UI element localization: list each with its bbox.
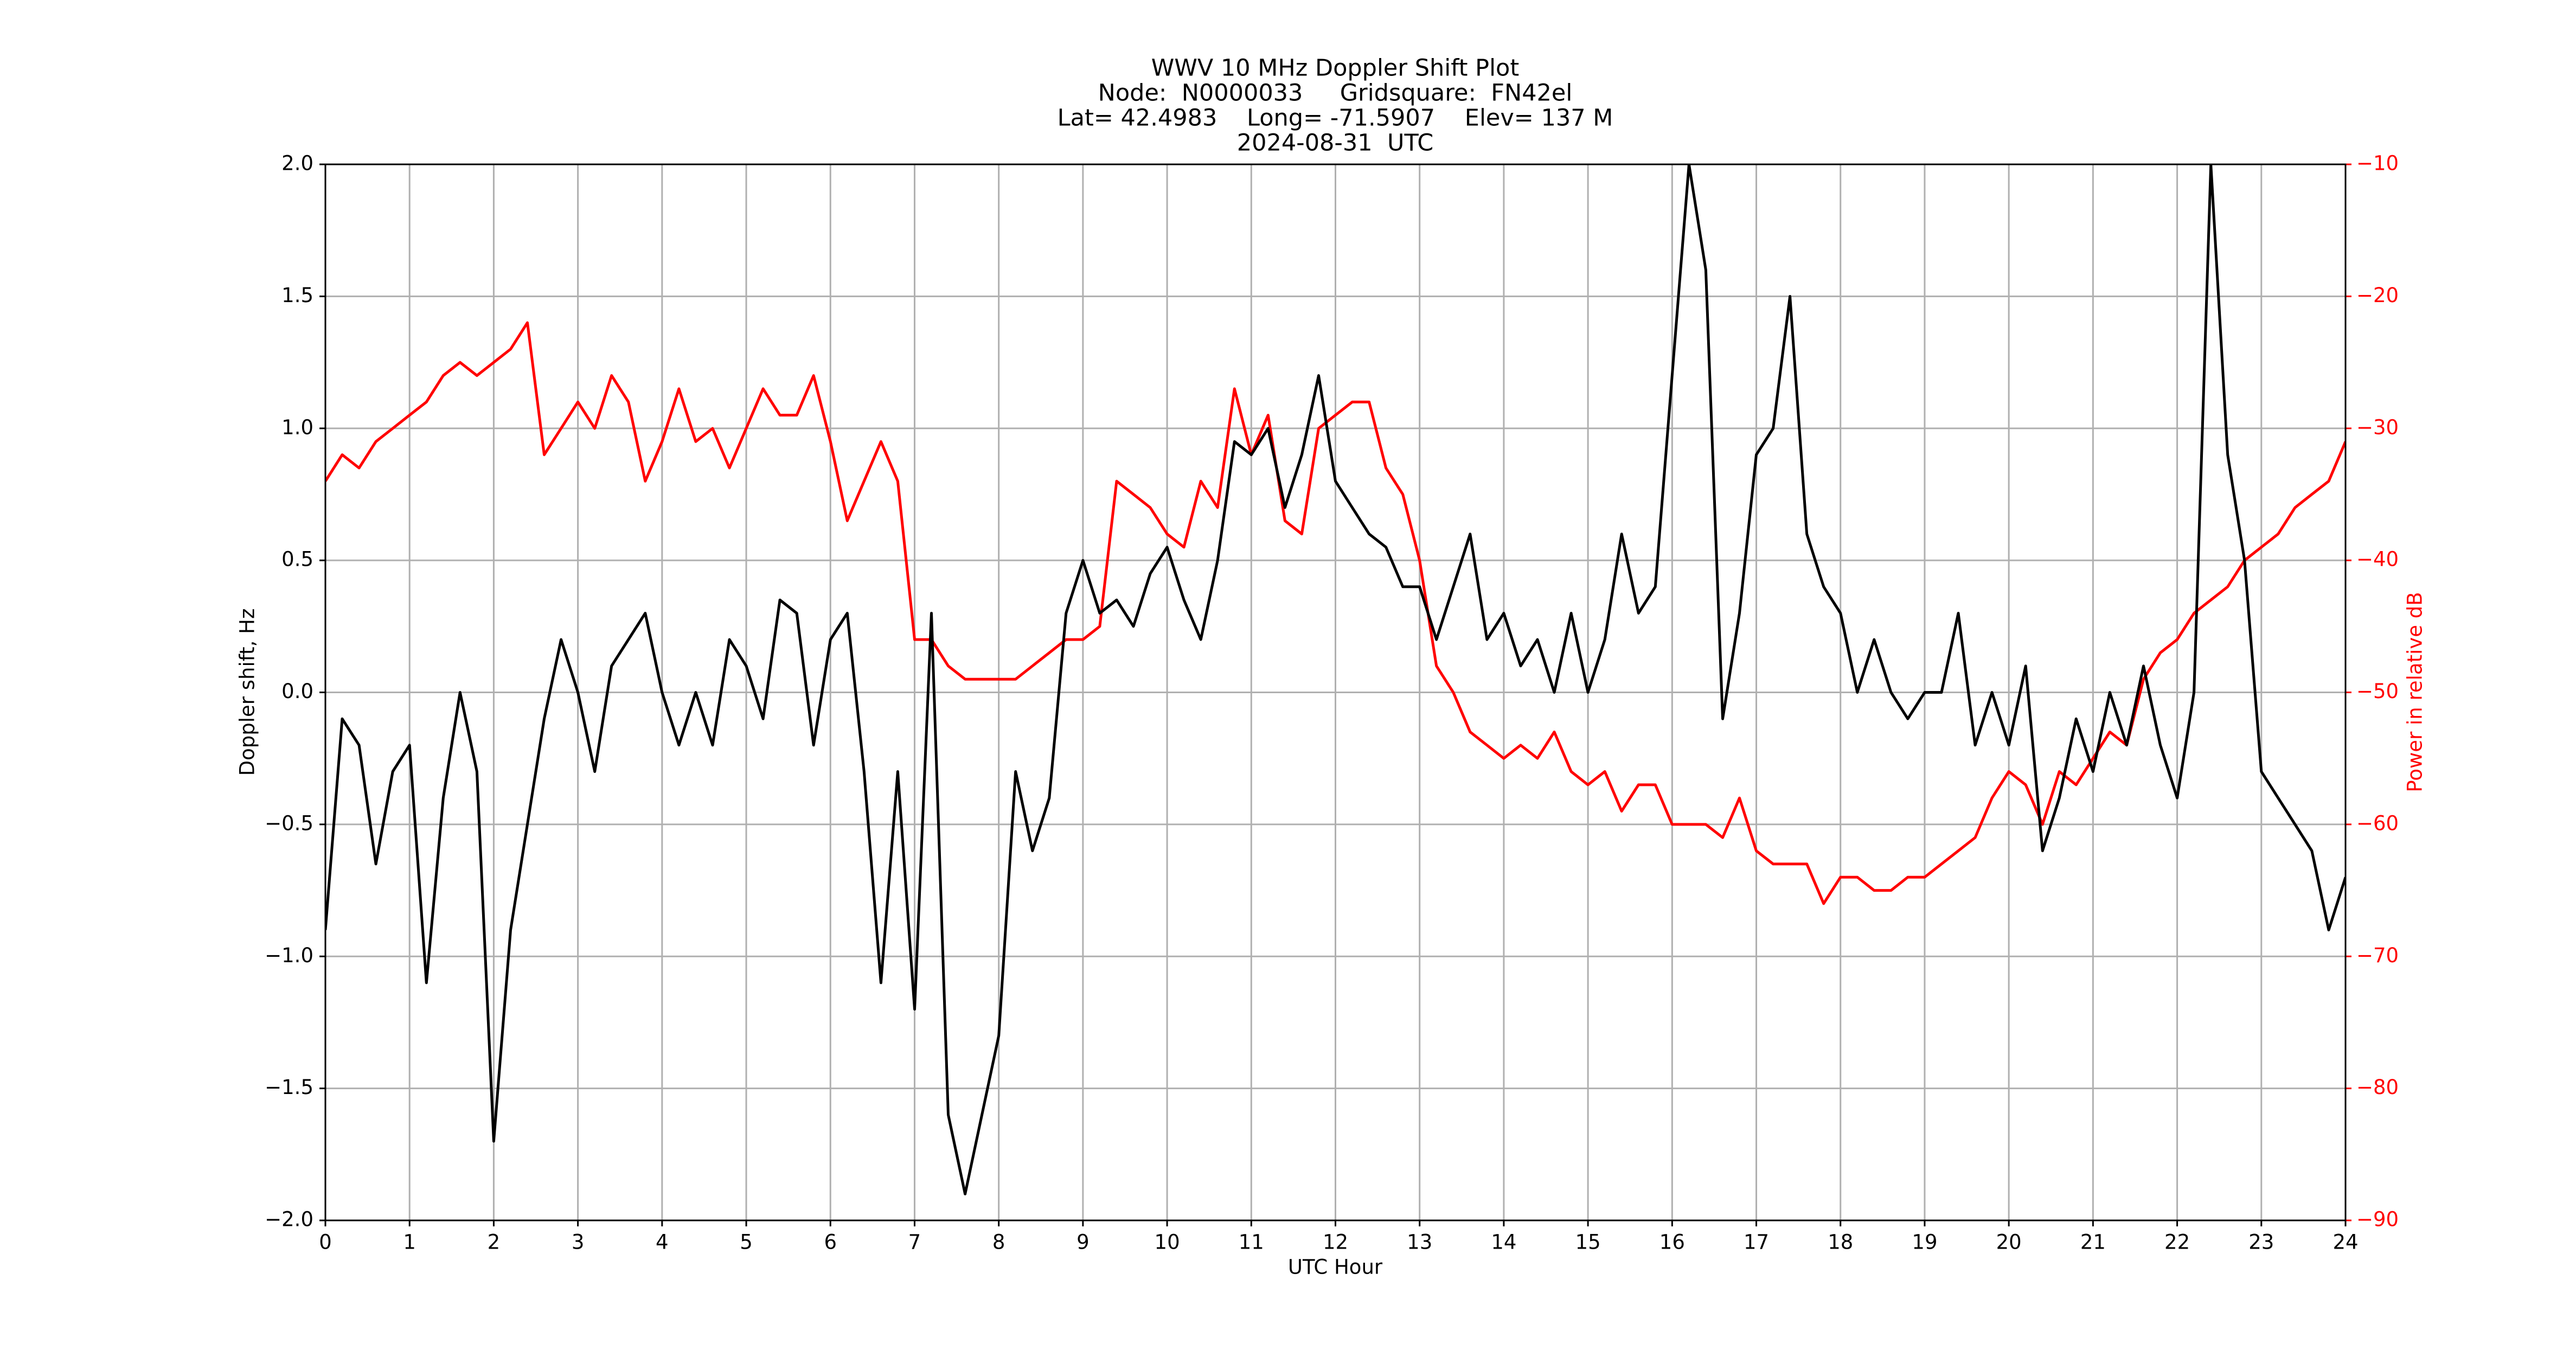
x-tick-label: 12 [1323,1231,1348,1254]
x-tick-label: 4 [656,1231,669,1254]
x-tick-label: 18 [1828,1231,1853,1254]
x-tick-label: 7 [908,1231,921,1254]
y-tick-label: −1.5 [265,1076,313,1099]
x-tick-label: 23 [2248,1231,2274,1254]
x-tick-label: 24 [2333,1231,2358,1254]
y-tick-label: 1.0 [281,415,313,439]
y2-tick-label: −60 [2356,811,2399,835]
y2-tick-label: −80 [2356,1076,2399,1099]
y2-axis-label: Power in relative dB [2404,592,2427,792]
x-tick-label: 6 [824,1231,837,1254]
chart-subtitle: Node: N0000033 Gridsquare: FN42el [1098,80,1573,107]
y2-tick-label: −20 [2356,284,2399,307]
chart-subtitle: 2024-08-31 UTC [1237,130,1433,157]
y-tick-label: −2.0 [265,1208,313,1231]
x-tick-label: 13 [1407,1231,1432,1254]
y-tick-label: 2.0 [281,152,313,175]
x-tick-label: 10 [1155,1231,1180,1254]
y2-tick-label: −30 [2356,415,2399,439]
x-tick-label: 17 [1744,1231,1769,1254]
x-tick-label: 1 [403,1231,416,1254]
chart-title: WWV 10 MHz Doppler Shift Plot [1151,55,1519,82]
y2-tick-label: −70 [2356,944,2399,967]
y2-tick-label: −10 [2356,152,2399,175]
x-tick-label: 15 [1575,1231,1601,1254]
chart-subtitle: Lat= 42.4983 Long= -71.5907 Elev= 137 M [1058,105,1613,132]
x-tick-label: 19 [1912,1231,1937,1254]
y-tick-label: 0.5 [281,548,313,571]
x-tick-label: 0 [319,1231,332,1254]
data-line [325,164,2346,1195]
y-tick-label: −1.0 [265,944,313,967]
y-tick-label: −0.5 [265,811,313,835]
x-tick-label: 3 [572,1231,585,1254]
x-tick-label: 5 [740,1231,753,1254]
x-tick-label: 16 [1659,1231,1685,1254]
x-tick-label: 9 [1076,1231,1090,1254]
x-tick-label: 20 [1996,1231,2022,1254]
y-tick-label: 0.0 [281,680,313,703]
x-tick-label: 11 [1239,1231,1264,1254]
x-tick-label: 21 [2080,1231,2106,1254]
data-line [325,321,2346,905]
x-tick-label: 14 [1491,1231,1516,1254]
plot-frame [324,163,2347,1221]
x-tick-label: 2 [488,1231,501,1254]
x-tick-label: 8 [992,1231,1005,1254]
y2-tick-label: −90 [2356,1208,2399,1231]
x-axis-label: UTC Hour [1288,1256,1383,1279]
x-tick-label: 22 [2164,1231,2190,1254]
y-axis-label: Doppler shift, Hz [236,609,259,776]
y2-tick-label: −50 [2356,680,2399,703]
y2-tick-label: −40 [2356,548,2399,571]
y-tick-label: 1.5 [281,284,313,307]
